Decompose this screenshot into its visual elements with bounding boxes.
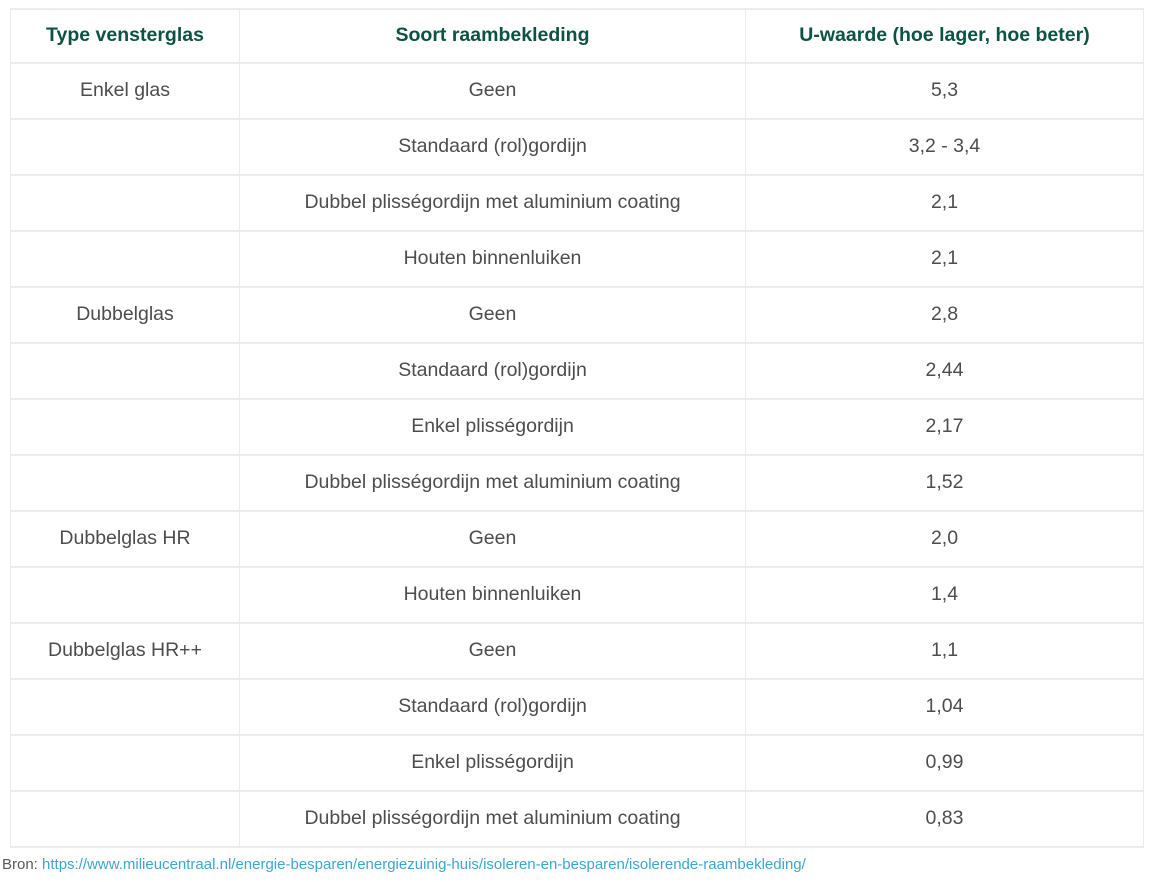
table-row: Standaard (rol)gordijn 3,2 - 3,4 bbox=[10, 118, 1144, 176]
cell-covering-type: Enkel plisségordijn bbox=[239, 398, 746, 456]
table-row: Enkel plisségordijn 2,17 bbox=[10, 398, 1144, 456]
cell-covering-type: Geen bbox=[239, 286, 746, 344]
table-body: Enkel glas Geen 5,3 Standaard (rol)gordi… bbox=[10, 62, 1144, 848]
table-row: Dubbel plisségordijn met aluminium coati… bbox=[10, 174, 1144, 232]
cell-covering-type: Geen bbox=[239, 622, 746, 680]
column-header-soort-raambekleding: Soort raambekleding bbox=[239, 8, 746, 64]
cell-u-value: 1,4 bbox=[745, 566, 1144, 624]
cell-u-value: 2,44 bbox=[745, 342, 1144, 400]
cell-covering-type: Standaard (rol)gordijn bbox=[239, 678, 746, 736]
cell-covering-type: Enkel plisségordijn bbox=[239, 734, 746, 792]
cell-u-value: 5,3 bbox=[745, 62, 1144, 120]
cell-glass-type bbox=[10, 118, 240, 176]
cell-u-value: 2,1 bbox=[745, 230, 1144, 288]
cell-u-value: 2,0 bbox=[745, 510, 1144, 568]
table-header: Type vensterglas Soort raambekleding U-w… bbox=[10, 8, 1144, 64]
cell-u-value: 1,04 bbox=[745, 678, 1144, 736]
cell-covering-type: Dubbel plisségordijn met aluminium coati… bbox=[239, 454, 746, 512]
table-row: Enkel plisségordijn 0,99 bbox=[10, 734, 1144, 792]
cell-u-value: 1,1 bbox=[745, 622, 1144, 680]
source-label: Bron: bbox=[2, 856, 38, 873]
cell-glass-type bbox=[10, 454, 240, 512]
cell-glass-type bbox=[10, 174, 240, 232]
table-row: Dubbel plisségordijn met aluminium coati… bbox=[10, 454, 1144, 512]
cell-glass-type: Enkel glas bbox=[10, 62, 240, 120]
table-row: Dubbelglas Geen 2,8 bbox=[10, 286, 1144, 344]
column-header-u-waarde: U-waarde (hoe lager, hoe beter) bbox=[745, 8, 1144, 64]
table-row: Standaard (rol)gordijn 2,44 bbox=[10, 342, 1144, 400]
cell-u-value: 2,8 bbox=[745, 286, 1144, 344]
table-row: Standaard (rol)gordijn 1,04 bbox=[10, 678, 1144, 736]
cell-glass-type bbox=[10, 342, 240, 400]
cell-glass-type bbox=[10, 678, 240, 736]
cell-u-value: 0,99 bbox=[745, 734, 1144, 792]
table-row: Houten binnenluiken 2,1 bbox=[10, 230, 1144, 288]
cell-covering-type: Geen bbox=[239, 62, 746, 120]
cell-covering-type: Dubbel plisségordijn met aluminium coati… bbox=[239, 174, 746, 232]
cell-glass-type bbox=[10, 790, 240, 848]
source-line: Bron: https://www.milieucentraal.nl/ener… bbox=[2, 856, 806, 873]
cell-glass-type: Dubbelglas HR bbox=[10, 510, 240, 568]
cell-u-value: 3,2 - 3,4 bbox=[745, 118, 1144, 176]
cell-covering-type: Standaard (rol)gordijn bbox=[239, 342, 746, 400]
cell-covering-type: Houten binnenluiken bbox=[239, 566, 746, 624]
cell-u-value: 2,17 bbox=[745, 398, 1144, 456]
table-header-row: Type vensterglas Soort raambekleding U-w… bbox=[10, 8, 1144, 64]
uvalue-table: Type vensterglas Soort raambekleding U-w… bbox=[10, 8, 1144, 848]
cell-covering-type: Houten binnenluiken bbox=[239, 230, 746, 288]
table-row: Dubbel plisségordijn met aluminium coati… bbox=[10, 790, 1144, 848]
cell-glass-type bbox=[10, 398, 240, 456]
cell-glass-type bbox=[10, 734, 240, 792]
cell-glass-type: Dubbelglas HR++ bbox=[10, 622, 240, 680]
cell-glass-type: Dubbelglas bbox=[10, 286, 240, 344]
cell-covering-type: Standaard (rol)gordijn bbox=[239, 118, 746, 176]
table-row: Enkel glas Geen 5,3 bbox=[10, 62, 1144, 120]
table-row: Dubbelglas HR Geen 2,0 bbox=[10, 510, 1144, 568]
cell-glass-type bbox=[10, 566, 240, 624]
cell-u-value: 0,83 bbox=[745, 790, 1144, 848]
column-header-type-vensterglas: Type vensterglas bbox=[10, 8, 240, 64]
table-row: Houten binnenluiken 1,4 bbox=[10, 566, 1144, 624]
cell-u-value: 1,52 bbox=[745, 454, 1144, 512]
cell-covering-type: Dubbel plisségordijn met aluminium coati… bbox=[239, 790, 746, 848]
cell-glass-type bbox=[10, 230, 240, 288]
cell-u-value: 2,1 bbox=[745, 174, 1144, 232]
table-row: Dubbelglas HR++ Geen 1,1 bbox=[10, 622, 1144, 680]
source-link[interactable]: https://www.milieucentraal.nl/energie-be… bbox=[42, 856, 806, 873]
cell-covering-type: Geen bbox=[239, 510, 746, 568]
